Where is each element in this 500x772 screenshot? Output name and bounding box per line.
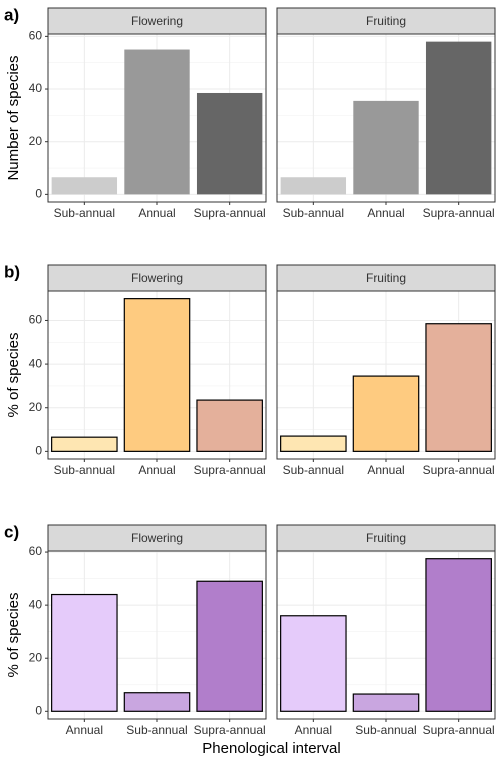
panel-label: b)	[4, 262, 20, 281]
bar	[51, 436, 118, 452]
x-tick-label: Supra-annual	[194, 206, 266, 220]
x-tick-label: Sub-annual	[283, 463, 344, 477]
y-axis-title: % of species	[5, 592, 22, 677]
y-tick-label: 20	[29, 400, 43, 414]
bar	[280, 615, 347, 712]
y-tick-label: 40	[29, 356, 43, 370]
facet-title: Fruiting	[366, 531, 406, 545]
strip	[276, 524, 496, 552]
y-tick-label: 20	[29, 650, 43, 664]
bar	[425, 558, 492, 712]
bar	[353, 100, 419, 195]
strip	[276, 7, 496, 35]
bar	[425, 41, 492, 195]
x-tick-label: Annual	[66, 723, 103, 737]
x-tick-label: Sub-annual	[126, 723, 187, 737]
strip	[47, 264, 267, 292]
x-tick-label: Supra-annual	[423, 463, 495, 477]
panel-label: a)	[4, 5, 19, 24]
x-tick-label: Annual	[138, 463, 175, 477]
x-tick-label: Sub-annual	[355, 723, 416, 737]
bar	[352, 375, 420, 452]
y-axis-title: Number of species	[5, 55, 22, 180]
x-tick-label: Supra-annual	[423, 723, 495, 737]
plot-border	[276, 290, 496, 460]
facet-title: Fruiting	[366, 14, 406, 28]
y-tick-label: 40	[29, 597, 43, 611]
bar	[196, 580, 263, 712]
y-tick-label: 0	[35, 187, 42, 201]
x-tick-label: Supra-annual	[194, 463, 266, 477]
bar	[196, 92, 263, 195]
facet-title: Flowering	[131, 531, 183, 545]
bar	[196, 399, 263, 452]
y-tick-label: 60	[29, 313, 43, 327]
strip	[47, 7, 267, 35]
x-tick-label: Annual	[367, 206, 404, 220]
y-tick-label: 60	[29, 29, 43, 43]
facet-title: Flowering	[131, 14, 183, 28]
bar	[425, 323, 492, 452]
x-axis-title: Phenological interval	[202, 740, 340, 757]
bar	[124, 49, 190, 195]
bar	[51, 177, 118, 195]
x-tick-label: Sub-annual	[54, 463, 115, 477]
facet-title: Fruiting	[366, 271, 406, 285]
plot-border	[276, 550, 496, 720]
x-tick-label: Annual	[138, 206, 175, 220]
bar	[280, 177, 347, 195]
bar	[352, 693, 420, 712]
plot-border	[47, 550, 267, 720]
x-tick-label: Supra-annual	[194, 723, 266, 737]
bar	[280, 435, 347, 452]
x-tick-label: Supra-annual	[423, 206, 495, 220]
x-tick-label: Sub-annual	[283, 206, 344, 220]
x-tick-label: Annual	[295, 723, 332, 737]
y-axis-title: % of species	[5, 332, 22, 417]
bar	[123, 298, 191, 452]
x-tick-label: Annual	[367, 463, 404, 477]
plot-border	[47, 290, 267, 460]
panel-label: c)	[4, 522, 19, 541]
y-tick-label: 0	[35, 444, 42, 458]
strip	[276, 264, 496, 292]
y-tick-label: 20	[29, 134, 43, 148]
y-tick-label: 40	[29, 81, 43, 95]
plot-border	[47, 33, 267, 203]
x-tick-label: Sub-annual	[54, 206, 115, 220]
bar	[51, 593, 118, 712]
facet-title: Flowering	[131, 271, 183, 285]
plot-border	[276, 33, 496, 203]
y-tick-label: 60	[29, 544, 43, 558]
bar	[123, 692, 191, 712]
y-tick-label: 0	[35, 703, 42, 717]
